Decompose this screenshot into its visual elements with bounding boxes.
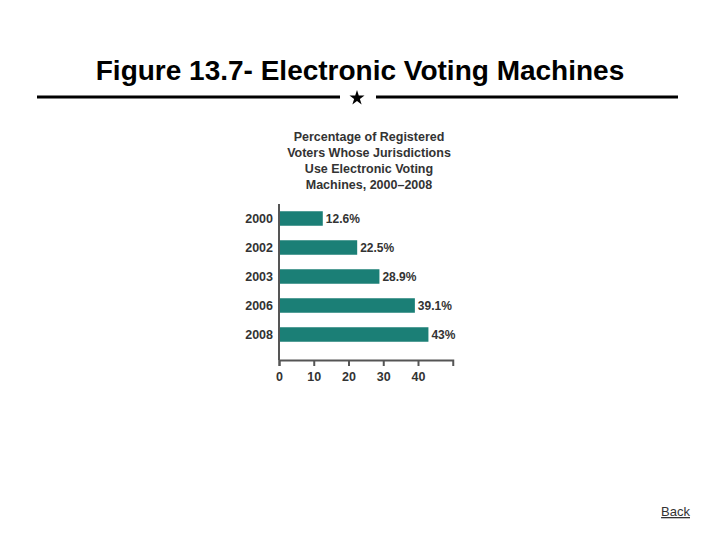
x-tick-label: 10 [307,370,321,384]
data-label: 22.5% [360,241,394,255]
y-tick-label: 2002 [245,241,273,255]
data-label: 39.1% [418,299,452,313]
x-tick-label: 20 [342,370,356,384]
bars [279,211,428,342]
x-tick: 20 [342,360,356,384]
y-tick-label: 2006 [245,299,273,313]
slide-title: Figure 13.7- Electronic Voting Machines [96,55,625,86]
x-tick: 40 [412,360,426,384]
x-tick: 30 [377,360,391,384]
y-tick: 2000 [245,212,279,226]
title-rule-right [376,96,678,99]
data-label: 12.6% [326,212,360,226]
data-labels: 12.6% 22.5% 28.9% 39.1% 43% [326,212,456,342]
x-tick-label: 40 [412,370,426,384]
bar [279,240,357,255]
title-star [349,90,364,104]
y-tick-label: 2000 [245,212,273,226]
x-axis-line [280,361,454,367]
x-tick-mark [279,360,281,366]
y-tick: 2006 [245,299,279,313]
y-tick-label: 2008 [245,328,273,342]
x-tick-label: 30 [377,370,391,384]
bar [279,298,415,313]
chart-title: Percentage of RegisteredVoters Whose Jur… [287,130,451,192]
y-tick: 2003 [245,270,279,284]
bar [279,211,323,226]
x-tick: 10 [307,360,321,384]
y-tick: 2008 [245,328,279,342]
x-tick-mark [348,360,350,366]
data-label: 28.9% [382,270,416,284]
data-label: 43% [431,328,455,342]
y-axis: 2000 2002 2003 2006 2008 [245,212,279,342]
y-axis-line [278,204,280,360]
y-tick: 2002 [245,241,279,255]
x-axis: 0 10 20 30 40 [276,360,453,384]
x-tick-label: 0 [276,370,283,384]
back-link[interactable]: Back [661,504,690,519]
x-tick-mark [313,360,315,366]
bar [279,269,379,284]
x-tick-mark [383,360,385,366]
x-tick-mark [418,360,420,366]
y-tick-label: 2003 [245,270,273,284]
title-rule-left [37,96,340,99]
bar [279,327,428,342]
x-tick: 0 [276,360,283,384]
